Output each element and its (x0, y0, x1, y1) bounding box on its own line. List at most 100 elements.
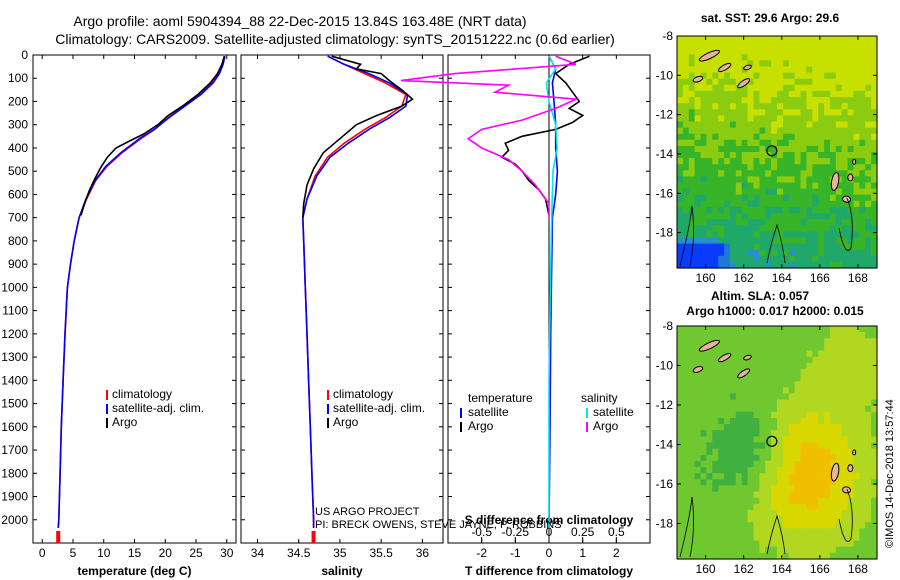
map-cell (735, 362, 743, 370)
map-cell (818, 127, 825, 135)
map-cell (741, 219, 749, 226)
map-cell (871, 231, 878, 239)
map-cell (753, 60, 760, 68)
map-cell (794, 485, 802, 493)
map-cell (806, 152, 813, 159)
map-cell (829, 460, 837, 468)
map-cell (871, 90, 878, 98)
map-cell (824, 121, 831, 129)
map-cell (724, 534, 731, 542)
map-cell (753, 411, 760, 419)
map-cell (735, 418, 743, 425)
map-cell (712, 375, 719, 382)
map-cell (747, 387, 755, 394)
map-cell (735, 90, 743, 98)
map-cell (871, 139, 878, 147)
map-cell (847, 261, 855, 269)
map-cell (824, 97, 831, 104)
map-cell (794, 473, 802, 480)
map-cell (771, 546, 778, 554)
map-cell (706, 405, 713, 413)
map-cell (800, 255, 807, 263)
map-cell (853, 356, 860, 364)
map-cell (677, 424, 684, 431)
map-cell (677, 60, 684, 68)
map-cell (859, 387, 866, 394)
map-cell (753, 448, 760, 456)
map-cell (806, 261, 813, 269)
map-cell (759, 503, 766, 511)
map-cell (853, 176, 860, 184)
map-cell (712, 411, 719, 419)
map-cell (712, 60, 719, 68)
map-cell (859, 261, 866, 269)
map-cell (706, 356, 713, 364)
map-cell (812, 375, 819, 382)
map-cell (682, 78, 690, 86)
map-cell (800, 411, 807, 419)
map-cell (818, 213, 825, 220)
map-cell (782, 460, 790, 468)
map-cell (677, 115, 684, 123)
map-cell (824, 399, 831, 407)
map-cell (700, 509, 707, 517)
map-cell (700, 249, 707, 257)
map-cell (759, 436, 766, 444)
map-cell (747, 399, 755, 407)
map-cell (688, 344, 696, 352)
map-cell (718, 115, 725, 123)
map-cell (706, 237, 713, 245)
map-cell (847, 194, 855, 202)
map-cell (694, 516, 702, 523)
map-cell (782, 78, 790, 86)
map-cell (694, 164, 702, 171)
map-cell (724, 375, 731, 382)
map-cell (829, 97, 837, 104)
map-cell (841, 491, 849, 499)
map-cell (765, 479, 772, 486)
map-cell (829, 540, 837, 548)
map-cell (824, 516, 831, 523)
map-cell (724, 479, 731, 486)
map-cell (824, 368, 831, 376)
map-cell (724, 48, 731, 55)
map-cell (818, 454, 825, 462)
map-cell (788, 133, 796, 141)
map-cell (765, 170, 772, 177)
map-cell (694, 491, 702, 499)
map-cell (718, 424, 725, 431)
map-cell (747, 479, 755, 486)
map-cell (718, 350, 725, 358)
map-cell (729, 497, 737, 505)
map-cell (829, 344, 837, 352)
map-cell (724, 121, 731, 129)
map-cell (794, 528, 802, 535)
map-cell (694, 139, 702, 147)
map-cell (835, 411, 843, 419)
map-cell (700, 442, 707, 450)
map-cell (788, 255, 796, 263)
map-cell (871, 546, 878, 554)
map-cell (835, 121, 843, 129)
map-cell (677, 121, 684, 129)
map-cell (747, 368, 755, 376)
map-cell (841, 552, 849, 560)
map-cell (777, 430, 784, 437)
map-cell (800, 200, 807, 208)
map-cell (706, 418, 713, 425)
map-cell (800, 534, 807, 542)
map-cell (788, 182, 796, 190)
map-cell (835, 418, 843, 425)
map-cell (812, 399, 819, 407)
depth-tick-label: 1700 (1, 443, 28, 457)
map-sst_map (676, 35, 878, 269)
map-cell (694, 115, 702, 123)
map-cell (782, 522, 790, 529)
map-cell (782, 552, 790, 560)
map-cell (812, 516, 819, 523)
map-cell (694, 497, 702, 505)
map-cell (853, 225, 860, 232)
map-cell (747, 350, 755, 358)
island-shape (737, 368, 751, 379)
map-cell (865, 454, 872, 462)
